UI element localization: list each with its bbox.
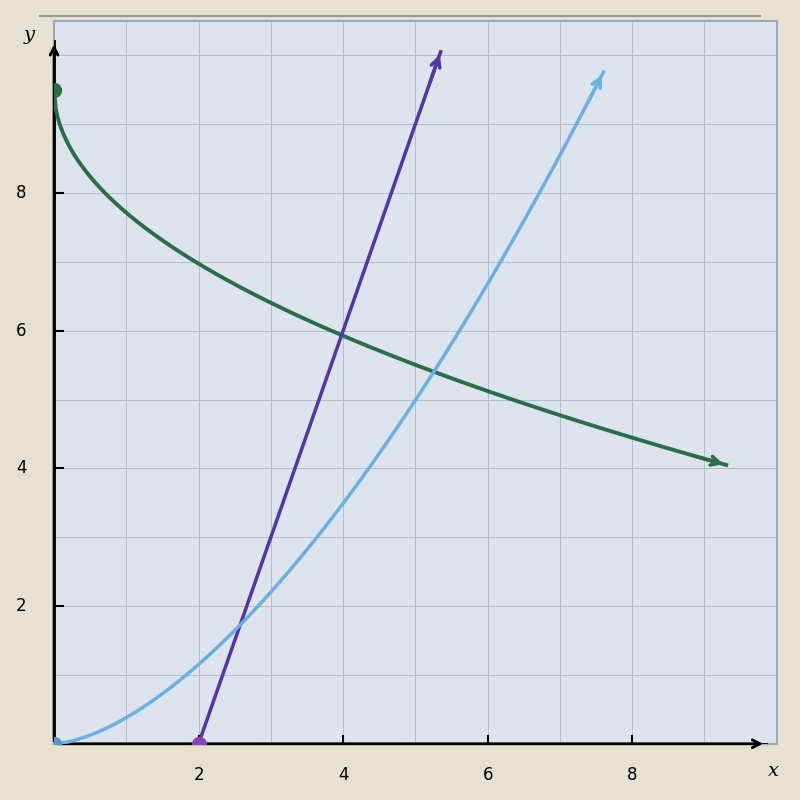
Text: 6: 6 xyxy=(482,766,493,784)
Text: 4: 4 xyxy=(16,459,26,478)
Text: 6: 6 xyxy=(16,322,26,340)
Text: 8: 8 xyxy=(627,766,638,784)
Text: 2: 2 xyxy=(194,766,204,784)
Text: 2: 2 xyxy=(16,597,27,615)
Text: 8: 8 xyxy=(16,184,26,202)
Text: 4: 4 xyxy=(338,766,348,784)
Text: x: x xyxy=(768,762,778,780)
Text: y: y xyxy=(23,26,34,44)
